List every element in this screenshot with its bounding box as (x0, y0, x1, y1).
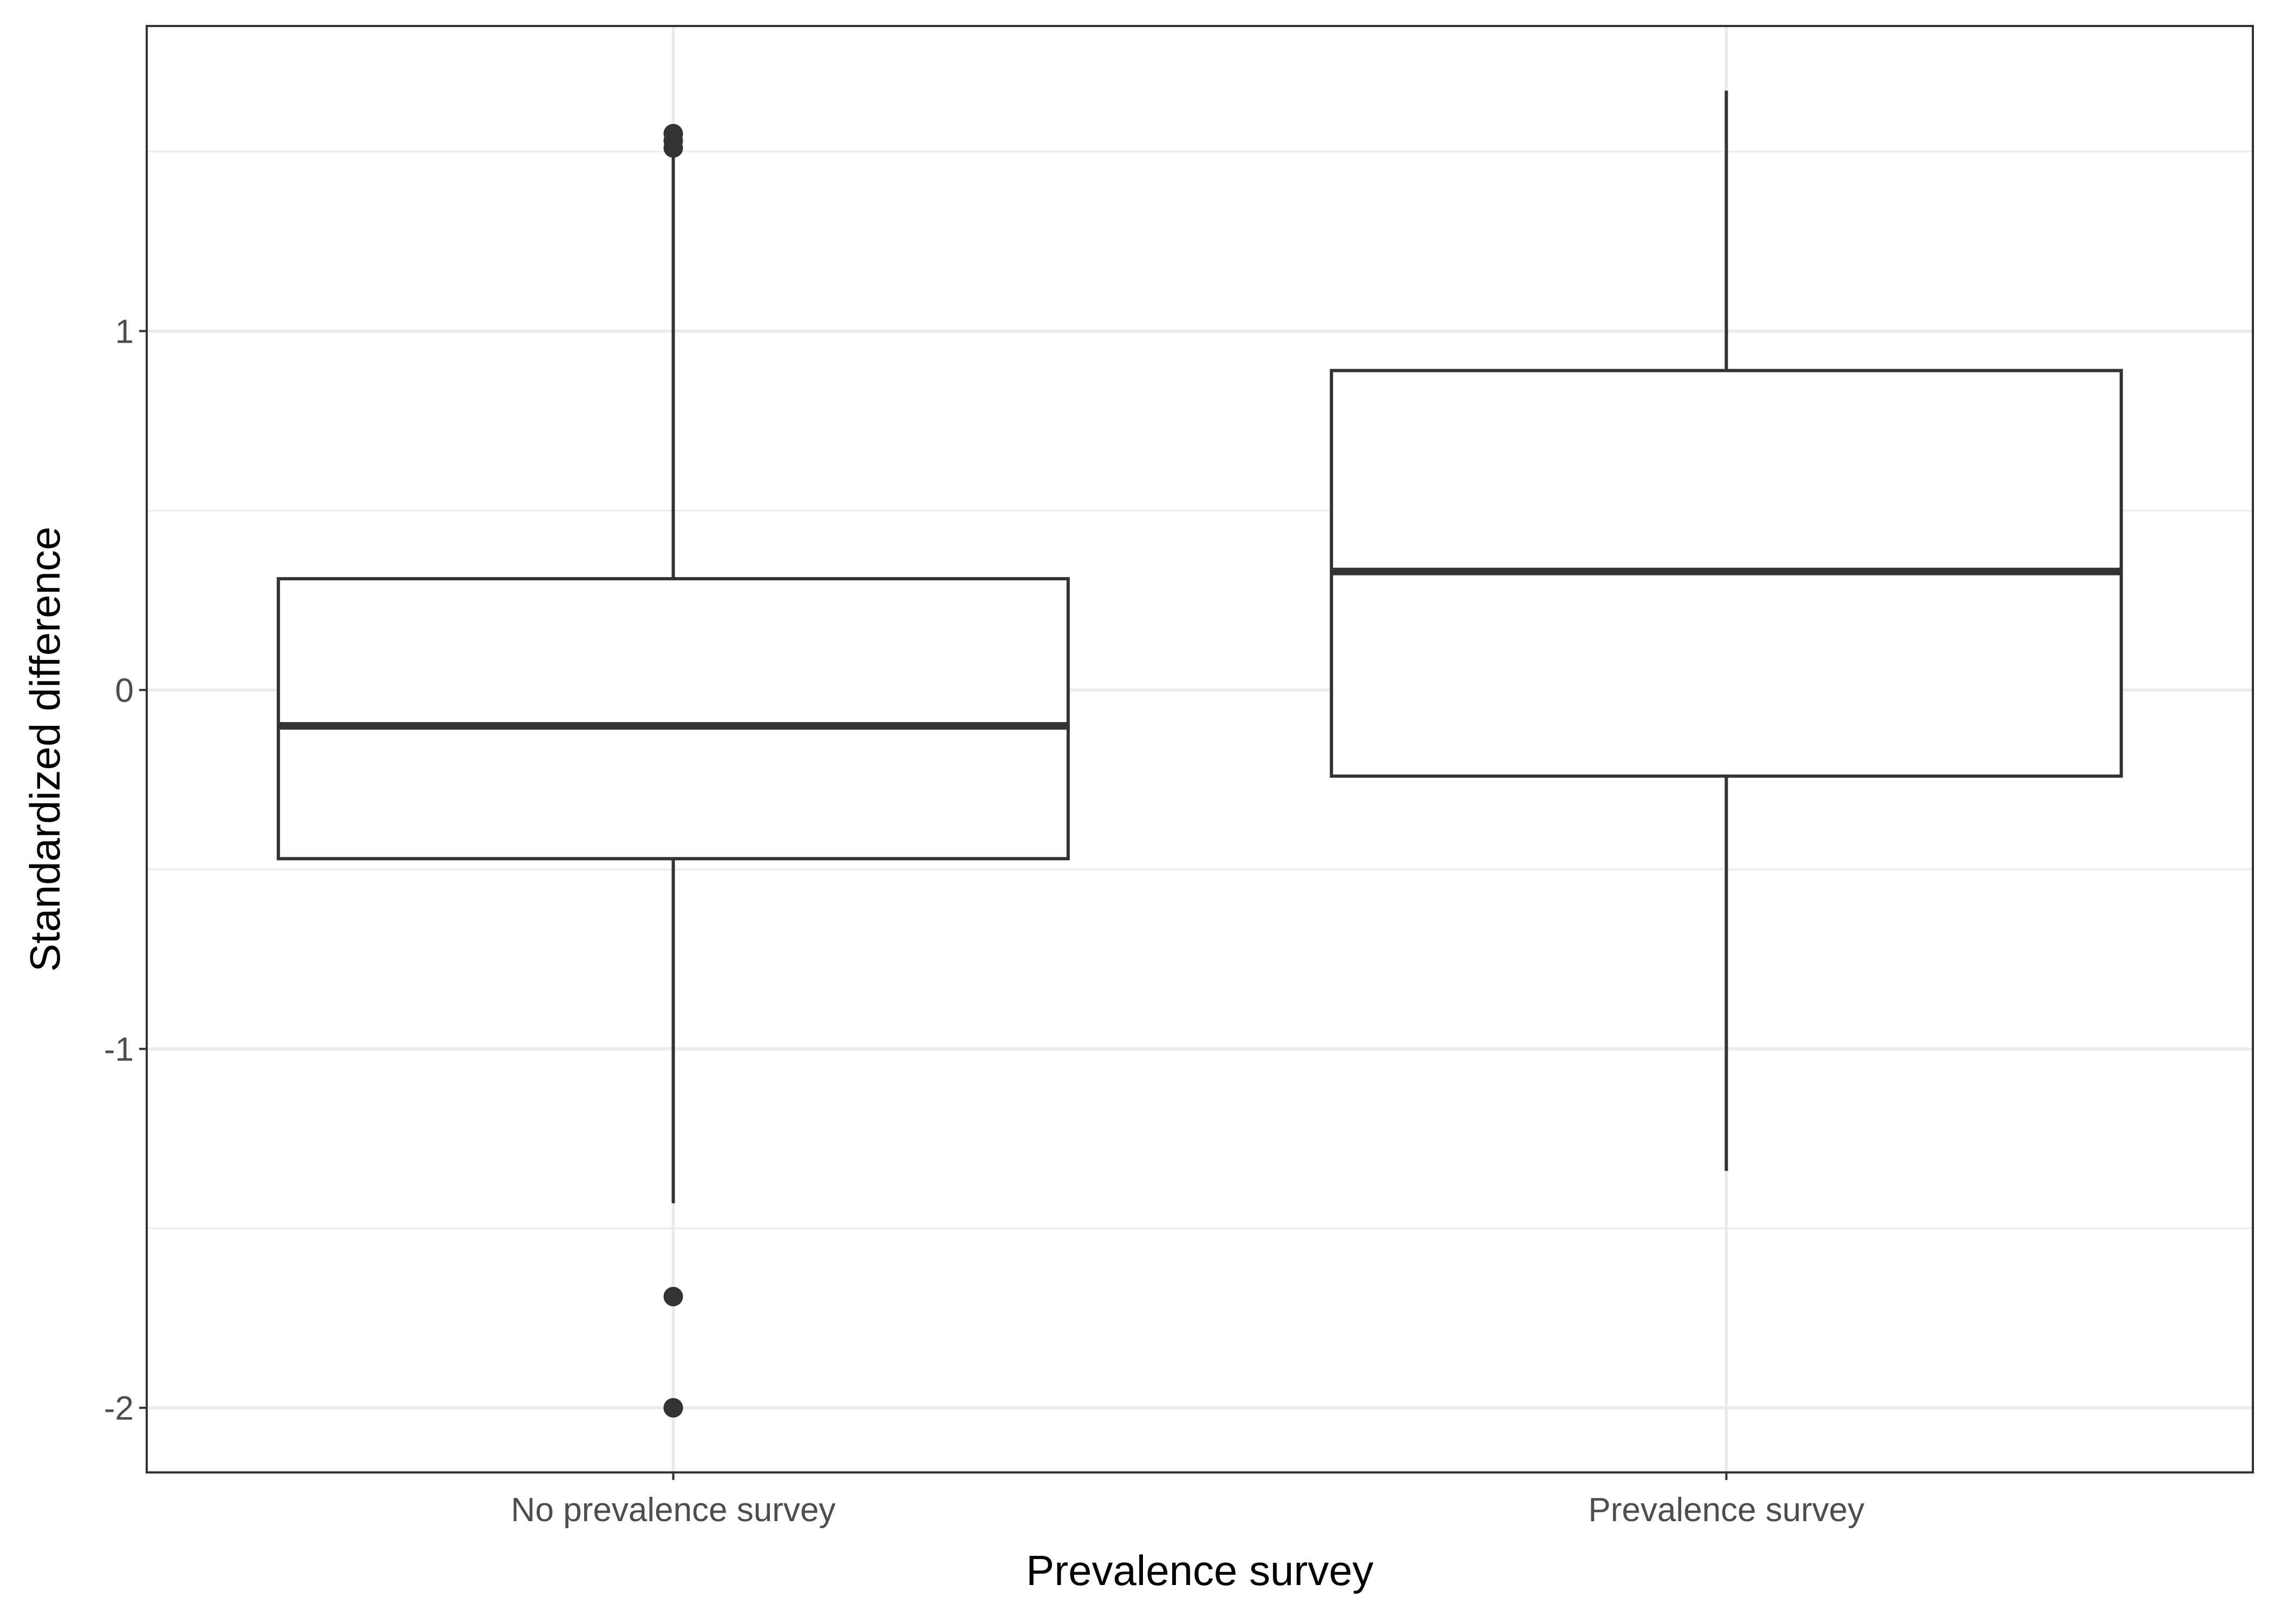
y-tick-label: 0 (115, 672, 134, 710)
y-tick-label: -2 (104, 1390, 134, 1427)
x-tick-label: No prevalence survey (511, 1491, 836, 1529)
panel-border (146, 25, 2254, 1474)
outlier-point (663, 1398, 683, 1418)
x-axis-title: Prevalence survey (1026, 1547, 1374, 1594)
y-axis-title: Standardized difference (21, 527, 69, 972)
boxes-layer (277, 90, 2123, 1418)
x-tick-label: Prevalence survey (1588, 1491, 1864, 1529)
box-iqr (277, 577, 1070, 861)
box-group (277, 123, 1070, 1418)
box-group (1330, 90, 2123, 1171)
y-tick-label: -1 (104, 1031, 134, 1069)
axis-ticks: -2 -1 0 1 No prevalence survey Prevalence sur… (104, 313, 1865, 1529)
y-tick-label: 1 (115, 313, 134, 351)
outlier-point (663, 1287, 683, 1307)
outlier-point (663, 138, 683, 158)
